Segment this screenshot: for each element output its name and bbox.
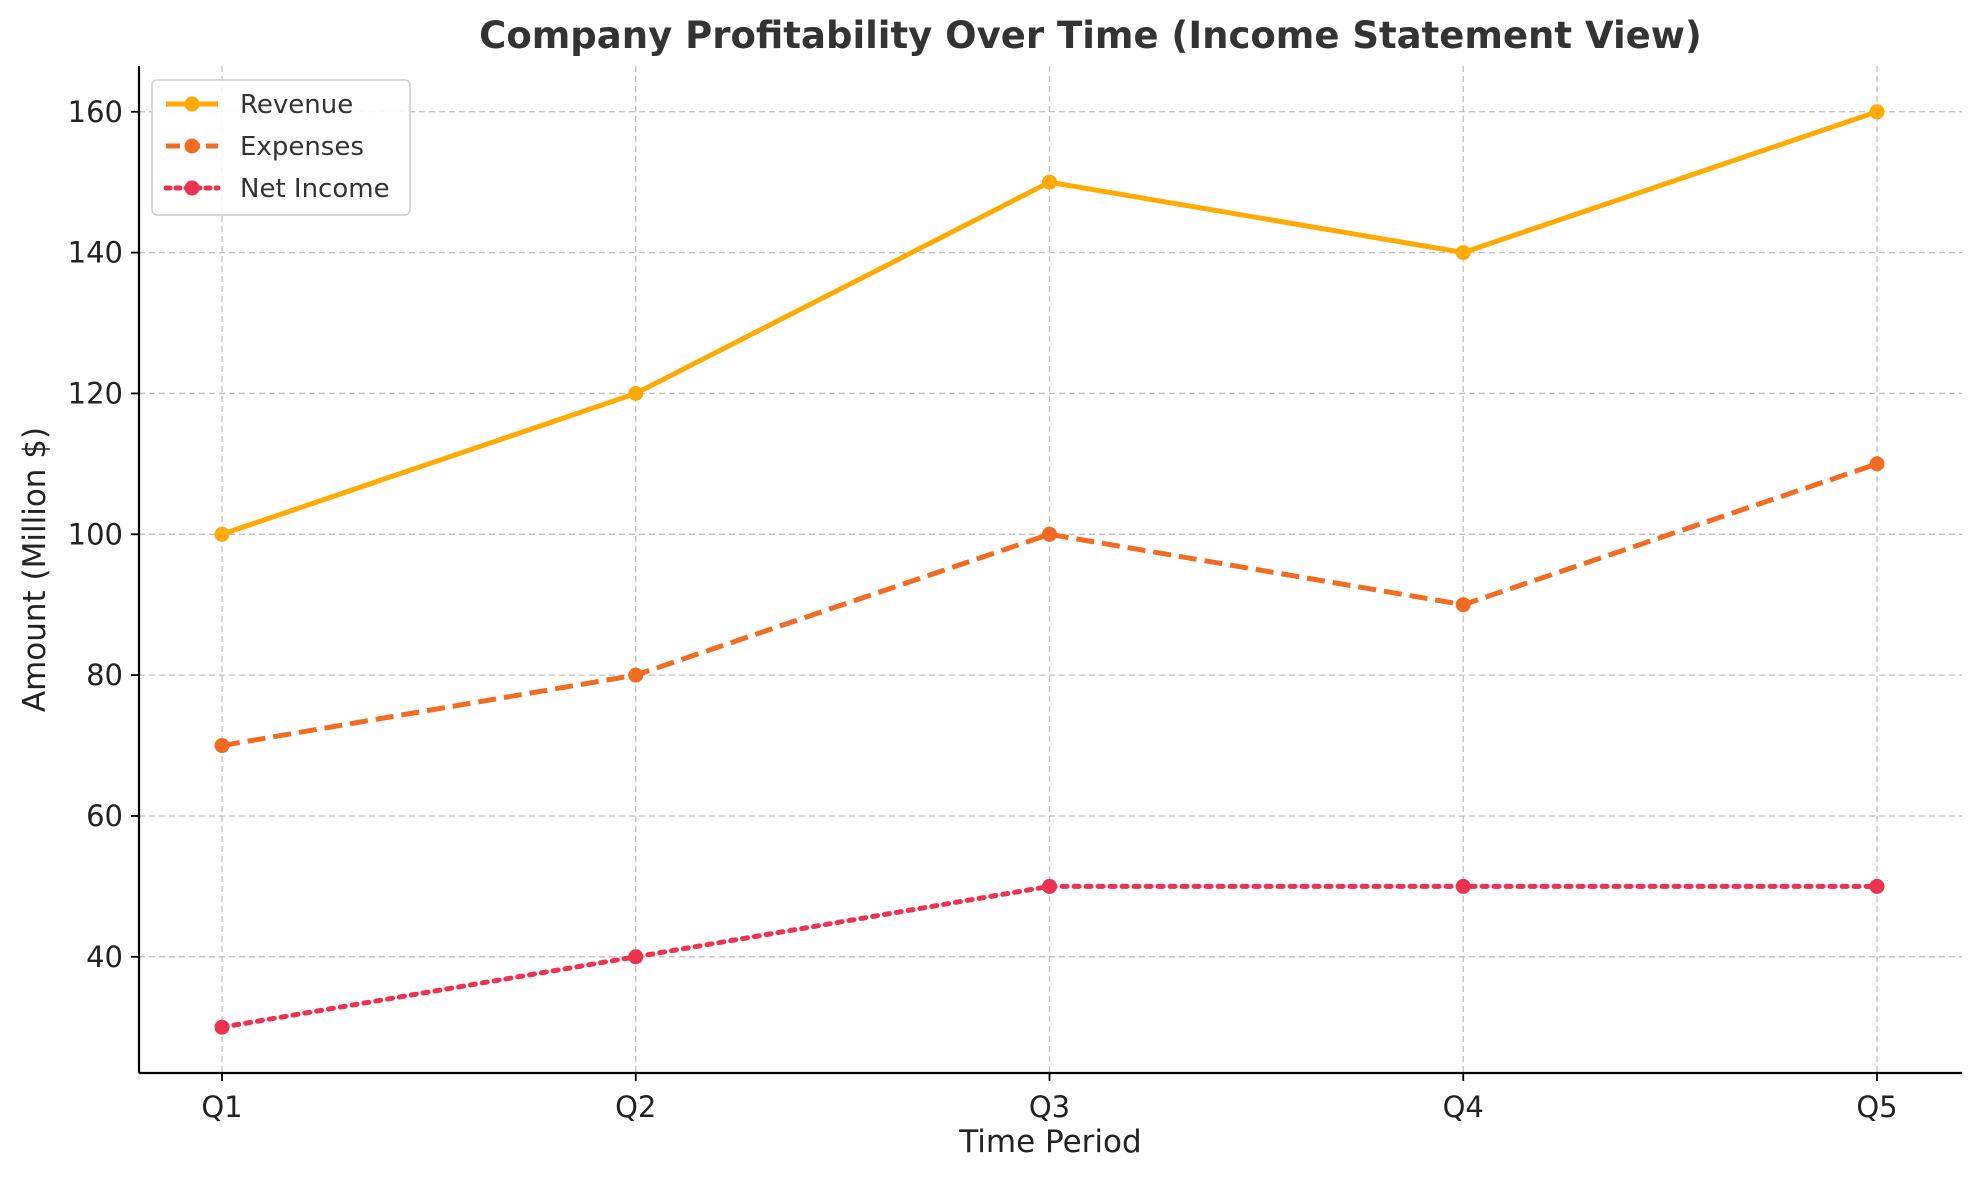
x-tick-label: Q4 — [1443, 1090, 1484, 1124]
data-point — [214, 526, 230, 542]
data-point — [1455, 245, 1471, 261]
y-tick-label: 80 — [86, 658, 123, 692]
x-tick-label: Q5 — [1856, 1090, 1897, 1124]
legend-marker — [184, 180, 200, 196]
series-expenses — [214, 456, 1885, 754]
x-tick-label: Q3 — [1029, 1090, 1070, 1124]
y-tick-label: 60 — [86, 799, 123, 833]
data-point — [1869, 878, 1885, 894]
y-tick-label: 120 — [68, 376, 123, 410]
data-point — [628, 667, 644, 683]
data-point — [628, 385, 644, 401]
data-point — [1042, 526, 1057, 542]
x-tick-label: Q1 — [201, 1090, 242, 1124]
y-tick-label: 40 — [86, 940, 123, 974]
legend-label: Net Income — [240, 174, 390, 204]
ticks: 40 60 80 100 120 140 160 Q1 Q2 Q3 Q4 Q5 — [68, 95, 1898, 1124]
legend-label: Expenses — [240, 132, 364, 162]
data-point — [214, 1019, 230, 1035]
legend-label: Revenue — [240, 90, 353, 120]
data-point — [1042, 174, 1057, 190]
data-point — [628, 949, 644, 965]
series-net-income — [214, 878, 1885, 1035]
legend-marker — [184, 138, 200, 154]
data-point — [214, 738, 230, 754]
y-tick-label: 100 — [68, 517, 123, 551]
data-point — [1455, 878, 1471, 894]
axes — [137, 66, 1962, 1075]
x-tick-label: Q2 — [615, 1090, 656, 1124]
x-axis-title: Time Period — [958, 1124, 1141, 1160]
series-revenue — [214, 104, 1885, 542]
legend-marker — [184, 96, 200, 112]
legend: Revenue Expenses Net Income — [151, 79, 411, 216]
legend-item: Expenses — [166, 132, 364, 162]
y-tick-label: 160 — [68, 95, 123, 129]
data-point — [1869, 456, 1885, 472]
legend-item: Net Income — [163, 174, 390, 204]
y-tick-label: 140 — [68, 236, 123, 270]
legend-box — [151, 79, 411, 216]
data-point — [1869, 104, 1885, 120]
chart-title: Company Profitability Over Time (Income … — [479, 14, 1702, 57]
data-point — [1042, 878, 1057, 894]
legend-item: Revenue — [166, 90, 353, 120]
series — [214, 104, 1885, 1035]
grid — [139, 66, 1962, 1073]
data-point — [1455, 597, 1471, 613]
y-axis-title: Amount (Million $) — [17, 427, 53, 712]
